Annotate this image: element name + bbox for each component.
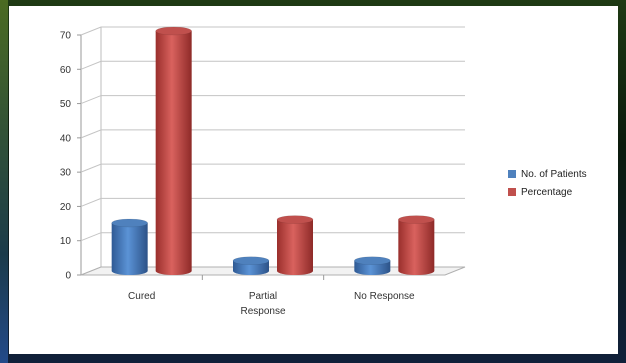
bar-percentage: [155, 26, 192, 275]
bar-body: [398, 219, 435, 275]
gridline: [80, 26, 465, 36]
bar-cap: [276, 215, 314, 224]
bar-percentage: [276, 215, 314, 275]
x-tick-label: Response: [240, 306, 285, 317]
bar-patients: [354, 256, 391, 275]
legend-label-patients: No. of Patients: [521, 168, 587, 180]
bar-cap: [354, 256, 391, 265]
gridline: [80, 163, 465, 173]
bar-body: [155, 31, 192, 275]
gridline: [80, 95, 465, 105]
bar-body: [111, 223, 148, 275]
y-tick-label: 0: [65, 271, 71, 282]
x-tick-label: Partial: [249, 291, 277, 302]
legend-label-percentage: Percentage: [521, 186, 573, 198]
slide-accent-stripe: [0, 0, 8, 363]
y-tick-label: 30: [60, 168, 72, 179]
bar-body: [354, 260, 391, 275]
x-tick-label: No Response: [354, 291, 415, 302]
gridline: [80, 60, 465, 70]
y-tick-label: 20: [60, 202, 72, 213]
chart-legend: No. of Patients Percentage: [508, 165, 587, 201]
gridline: [80, 232, 465, 242]
bar-patients: [111, 218, 148, 275]
chart-panel: 0 10 20 30 40 50 60 70 Cured Partial Response No Re…: [9, 6, 618, 354]
y-tick-label: 60: [60, 65, 72, 76]
y-tick-label: 10: [60, 236, 72, 247]
legend-item-patients: No. of Patients: [508, 165, 587, 183]
bar-body: [233, 260, 269, 275]
gridline: [80, 197, 465, 207]
y-tick-label: 40: [60, 133, 72, 144]
bar-body: [277, 219, 313, 275]
legend-item-percentage: Percentage: [508, 183, 587, 201]
bar-cap: [232, 256, 270, 265]
gridline: [80, 129, 465, 139]
bar-chart: 0 10 20 30 40 50 60 70 Cured Partial Response No Re…: [60, 26, 466, 317]
y-tick-label: 70: [60, 31, 72, 42]
y-tick-label: 50: [60, 99, 72, 110]
legend-swatch-percentage: [508, 188, 516, 196]
bar-cap: [111, 218, 148, 228]
bar-patients: [232, 256, 270, 275]
bar-percentage: [398, 215, 435, 275]
legend-swatch-patients: [508, 170, 516, 178]
bar-cap: [155, 26, 192, 36]
bar-cap: [398, 215, 435, 224]
x-tick-label: Cured: [128, 291, 155, 302]
